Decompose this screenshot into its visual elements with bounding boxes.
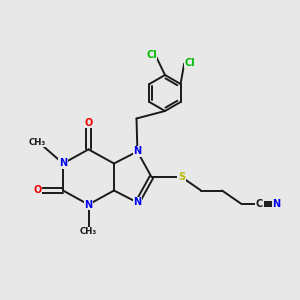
Text: C: C [256,199,263,209]
Text: O: O [33,185,42,196]
Text: N: N [133,197,142,208]
Text: Cl: Cl [146,50,157,60]
Text: CH₃: CH₃ [80,227,97,236]
Text: N: N [272,199,281,209]
Text: N: N [84,200,93,210]
Text: N: N [133,146,142,157]
Text: N: N [59,158,67,169]
Text: CH₃: CH₃ [29,138,46,147]
Text: O: O [84,118,93,128]
Text: Cl: Cl [184,58,195,68]
Text: S: S [178,172,185,182]
